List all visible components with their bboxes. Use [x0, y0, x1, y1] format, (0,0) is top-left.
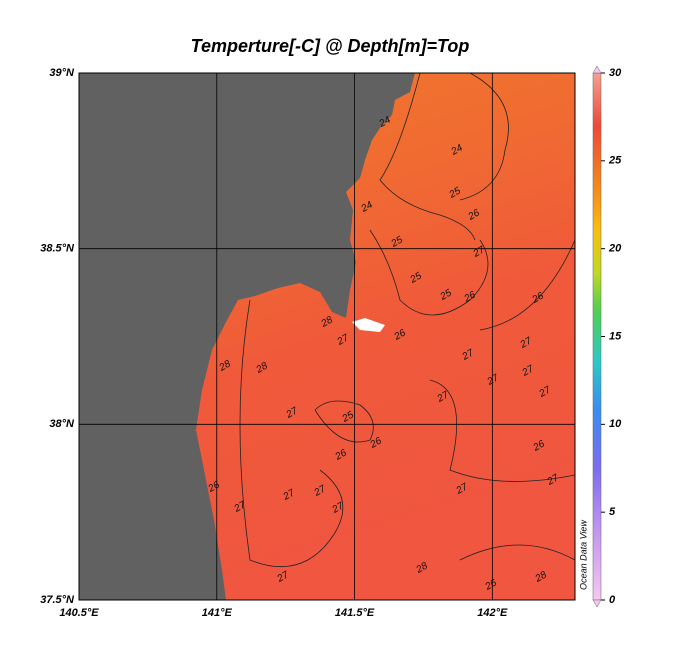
coast-gap [352, 318, 385, 332]
contour-label: 27 [275, 569, 291, 585]
contour-label: 24 [449, 142, 465, 158]
contour-label: 26 [368, 435, 384, 451]
contour-label: 28 [217, 358, 233, 374]
lon-tick-label: 142°E [477, 607, 508, 619]
contour-label: 27 [435, 389, 451, 405]
contour-label: 24 [377, 114, 393, 130]
contour-label: 26 [392, 327, 408, 343]
land [79, 73, 415, 600]
lon-tick-label: 141.5°E [335, 607, 375, 619]
lon-tick-label: 141°E [202, 607, 233, 619]
contour-label: 27 [471, 244, 487, 260]
contour-label: 28 [414, 560, 430, 576]
lat-tick-label: 38°N [49, 418, 75, 430]
map-title: Temperture[-C] @ Depth[m]=Top [191, 36, 470, 56]
lat-tick-label: 38.5°N [40, 243, 75, 255]
contour-label: 26 [333, 447, 349, 463]
contour-label: 27 [284, 405, 300, 421]
contour-label: 27 [281, 487, 297, 503]
contour-label: 26 [483, 577, 499, 593]
colorbar [592, 72, 602, 601]
contour-label: 26 [466, 207, 482, 223]
colorbar-ends [592, 65, 602, 608]
contour-label: 26 [462, 289, 478, 305]
contour-label: 28 [319, 314, 335, 330]
contour-label: 25 [408, 270, 424, 286]
contour-label: 27 [545, 472, 561, 488]
contour-label: 28 [254, 360, 270, 376]
colorbar-tick-label: 15 [609, 330, 622, 342]
contour-label: 27 [312, 483, 328, 499]
colorbar-tick-label: 20 [608, 243, 622, 255]
contour-label: 27 [518, 335, 534, 351]
lat-tick-label: 39°N [49, 67, 75, 79]
contour-label: 28 [533, 569, 549, 585]
contour-label: 25 [340, 409, 356, 425]
colorbar-tick-label: 0 [609, 594, 616, 606]
colorbar-tick-label: 30 [609, 67, 622, 79]
colorbar-tick-label: 10 [609, 418, 622, 430]
contour-label: 27 [454, 481, 470, 497]
contour-label: 27 [520, 363, 536, 379]
contour-label: 27 [232, 499, 248, 515]
contour-label: 27 [537, 384, 553, 400]
contour-label: 25 [447, 185, 463, 201]
contour-label: 26 [531, 438, 547, 454]
contour-label: 25 [389, 234, 405, 250]
contours [239, 72, 576, 567]
colorbar-tick-label: 5 [609, 506, 616, 518]
contour-label: 27 [335, 332, 351, 348]
lat-tick-label: 37.5°N [40, 594, 75, 606]
contour-label: 27 [330, 500, 346, 516]
contour-label: 27 [460, 347, 476, 363]
contour-label: 26 [206, 479, 222, 495]
credit: Ocean Data View [578, 520, 588, 590]
contour-label: 26 [530, 290, 546, 306]
colorbar-tick-label: 25 [608, 155, 622, 167]
contour-label: 27 [485, 372, 501, 388]
contour-label: 25 [438, 287, 454, 303]
contour-label: 24 [359, 199, 375, 215]
map-frame [78, 72, 576, 601]
lon-tick-label: 140.5°E [59, 607, 99, 619]
